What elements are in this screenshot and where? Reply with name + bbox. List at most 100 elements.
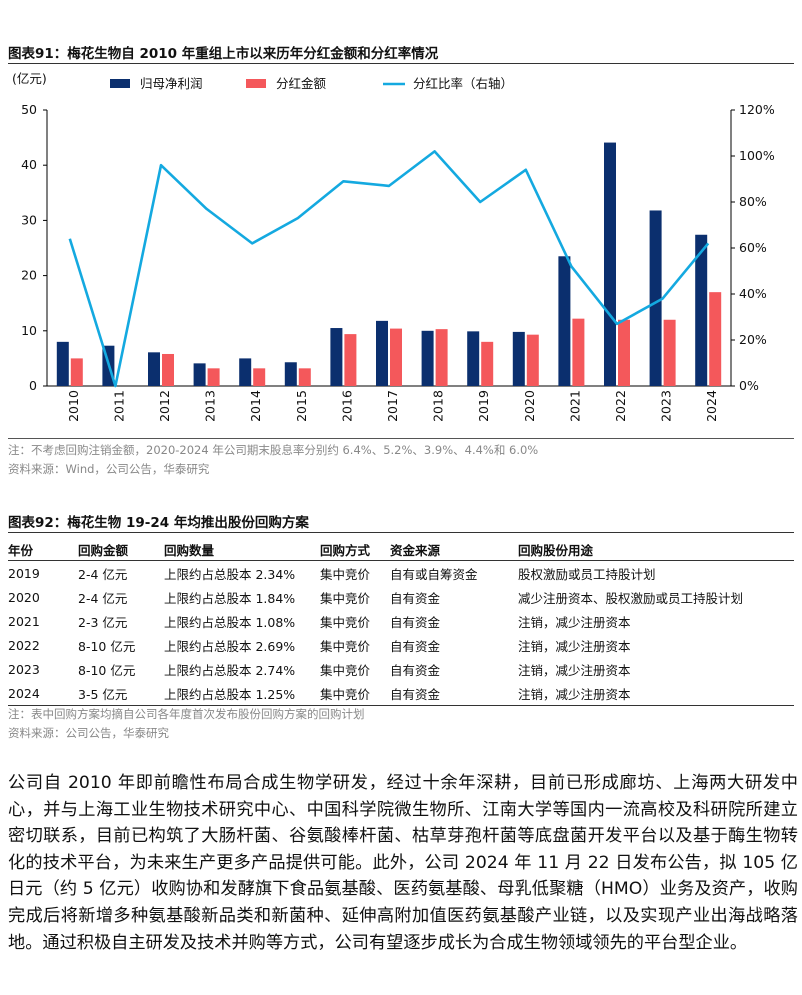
cell-method: 集中竞价 bbox=[320, 590, 371, 606]
figure92-label: 图表92： bbox=[8, 515, 68, 531]
dividend-bar bbox=[70, 358, 83, 386]
cell-year: 2021 bbox=[8, 613, 40, 629]
legend-label-dividend: 分红金额 bbox=[276, 76, 327, 91]
figure91-label: 图表91： bbox=[8, 46, 68, 62]
net-profit-bar bbox=[284, 362, 297, 386]
x-tick-label: 2020 bbox=[522, 390, 537, 422]
cell-funding: 自有资金 bbox=[390, 662, 441, 678]
cell-quantity: 上限约占总股本 1.84% bbox=[164, 590, 296, 606]
cell-funding: 自有资金 bbox=[390, 590, 441, 606]
cell-year: 2022 bbox=[8, 637, 40, 653]
y-tick-label: 20 bbox=[21, 268, 37, 283]
cell-funding: 自有资金 bbox=[390, 614, 441, 630]
cell-funding: 自有资金 bbox=[390, 638, 441, 654]
y-tick-label: 30 bbox=[21, 212, 37, 227]
buyback-table: 年份 回购金额 回购数量 回购方式 资金来源 回购股份用途 2019 2-4 亿… bbox=[8, 538, 794, 706]
x-tick-label: 2012 bbox=[157, 390, 172, 422]
cell-purpose: 注销，减少注册资本 bbox=[518, 614, 631, 630]
net-profit-bar bbox=[193, 363, 206, 386]
cell-funding: 自有资金 bbox=[390, 681, 518, 706]
net-profit-bar bbox=[695, 234, 708, 386]
dividend-bar bbox=[435, 329, 448, 386]
cell-year: 2019 bbox=[8, 565, 40, 581]
dividend-bar bbox=[709, 292, 722, 386]
net-profit-bar bbox=[421, 330, 434, 386]
dividend-bar bbox=[572, 318, 585, 386]
x-tick-label: 2011 bbox=[111, 390, 126, 422]
figure92-source: 资料来源：公司公告，华泰研究 bbox=[8, 726, 169, 740]
net-profit-bar bbox=[558, 256, 571, 386]
net-profit-bar bbox=[467, 331, 480, 386]
figure92-note: 注：表中回购方案均摘自公司各年度首次发布股份回购方案的回购计划 bbox=[8, 707, 365, 721]
net-profit-bar bbox=[604, 142, 616, 386]
header-amount: 回购金额 bbox=[78, 538, 164, 561]
y2-tick-label: 80% bbox=[739, 194, 767, 209]
cell-amount: 2-3 亿元 bbox=[78, 614, 128, 630]
cell-amount: 2-4 亿元 bbox=[78, 566, 128, 582]
dividend-chart: 0 10 20 30 40 50 0% 20% 40% 60% 80% 100% 120% (亿元) 201… bbox=[12, 71, 775, 422]
figure91-bottom-rule bbox=[8, 438, 794, 439]
x-tick-label: 2024 bbox=[704, 390, 719, 422]
y2-tick-label: 40% bbox=[739, 286, 767, 301]
net-profit-bar bbox=[512, 331, 525, 386]
cell-purpose: 减少注册资本、股权激励或员工持股计划 bbox=[518, 590, 744, 606]
cell-quantity: 上限约占总股本 1.25% bbox=[164, 681, 320, 706]
figure92-title: 图表92：梅花生物 19-24 年均推出股份回购方案 bbox=[8, 511, 309, 531]
y-axis-unit-label: (亿元) bbox=[12, 71, 47, 86]
y-tick-label: 0 bbox=[29, 378, 37, 393]
cell-funding: 自有或自筹资金 bbox=[390, 566, 478, 582]
cell-purpose: 注销，减少注册资本 bbox=[518, 681, 794, 706]
net-profit-bar bbox=[148, 352, 160, 386]
cell-purpose: 注销，减少注册资本 bbox=[518, 662, 631, 678]
x-tick-label: 2017 bbox=[385, 390, 400, 422]
cell-quantity: 上限约占总股本 1.08% bbox=[164, 614, 296, 630]
cell-quantity: 上限约占总股本 2.69% bbox=[164, 638, 296, 654]
x-tick-label: 2010 bbox=[66, 390, 81, 422]
figure91-note: 注：不考虑回购注销金额，2020-2024 年公司期末股息率分别约 6.4%、5… bbox=[8, 443, 539, 457]
cell-quantity: 上限约占总股本 2.34% bbox=[164, 566, 296, 582]
legend-swatch-dividend bbox=[246, 79, 266, 88]
header-year: 年份 bbox=[8, 538, 78, 561]
dividend-bar bbox=[207, 368, 220, 386]
dividend-bar bbox=[526, 334, 539, 386]
y2-tick-label: 60% bbox=[739, 240, 767, 255]
net-profit-bar bbox=[376, 320, 388, 386]
cell-purpose: 股权激励或员工持股计划 bbox=[518, 566, 656, 582]
y-tick-label: 40 bbox=[21, 157, 37, 172]
dividend-bar bbox=[481, 341, 494, 386]
header-method: 回购方式 bbox=[320, 538, 390, 561]
x-tick-label: 2013 bbox=[203, 390, 218, 422]
table-header-row: 年份 回购金额 回购数量 回购方式 资金来源 回购股份用途 bbox=[8, 538, 794, 561]
figure91-title: 图表91：梅花生物自 2010 年重组上市以来历年分红金额和分红率情况 bbox=[8, 42, 438, 62]
table-row: 2019 2-4 亿元 上限约占总股本 2.34% 集中竞价 自有或自筹资金 股… bbox=[8, 561, 794, 586]
x-tick-label: 2015 bbox=[294, 390, 309, 422]
figure91-source: 资料来源：Wind，公司公告，华泰研究 bbox=[8, 462, 210, 476]
x-tick-label: 2016 bbox=[339, 390, 354, 422]
cell-method: 集中竞价 bbox=[320, 662, 371, 678]
cell-purpose: 注销，减少注册资本 bbox=[518, 638, 631, 654]
legend-label-net-profit: 归母净利润 bbox=[140, 76, 203, 91]
y-tick-label: 50 bbox=[21, 102, 37, 117]
dividend-bar bbox=[344, 334, 357, 386]
table-row: 2021 2-3 亿元 上限约占总股本 1.08% 集中竞价 自有资金 注销，减… bbox=[8, 609, 794, 633]
cell-method: 集中竞价 bbox=[320, 614, 371, 630]
body-paragraph: 公司自 2010 年即前瞻性布局合成生物学研发，经过十余年深耕，目前已形成廊坊、… bbox=[8, 773, 798, 953]
header-purpose: 回购股份用途 bbox=[518, 538, 794, 561]
x-tick-label: 2023 bbox=[659, 390, 674, 422]
figure92-title-rule bbox=[8, 532, 794, 533]
header-funding: 资金来源 bbox=[390, 538, 518, 561]
cell-amount: 8-10 亿元 bbox=[78, 662, 136, 678]
table-row: 2022 8-10 亿元 上限约占总股本 2.69% 集中竞价 自有资金 注销，… bbox=[8, 633, 794, 657]
dividend-bar bbox=[298, 368, 311, 386]
cell-year: 2023 bbox=[8, 661, 40, 677]
y2-tick-label: 0% bbox=[739, 378, 759, 393]
cell-quantity: 上限约占总股本 2.74% bbox=[164, 662, 296, 678]
cell-amount: 8-10 亿元 bbox=[78, 638, 136, 654]
x-tick-label: 2019 bbox=[476, 390, 491, 422]
figure91-title-rule bbox=[8, 63, 794, 64]
x-tick-label: 2018 bbox=[431, 390, 446, 422]
table-row: 2020 2-4 亿元 上限约占总股本 1.84% 集中竞价 自有资金 减少注册… bbox=[8, 585, 794, 609]
dividend-bar bbox=[663, 319, 676, 386]
cell-year: 2020 bbox=[8, 589, 40, 605]
net-profit-bar bbox=[239, 358, 252, 386]
